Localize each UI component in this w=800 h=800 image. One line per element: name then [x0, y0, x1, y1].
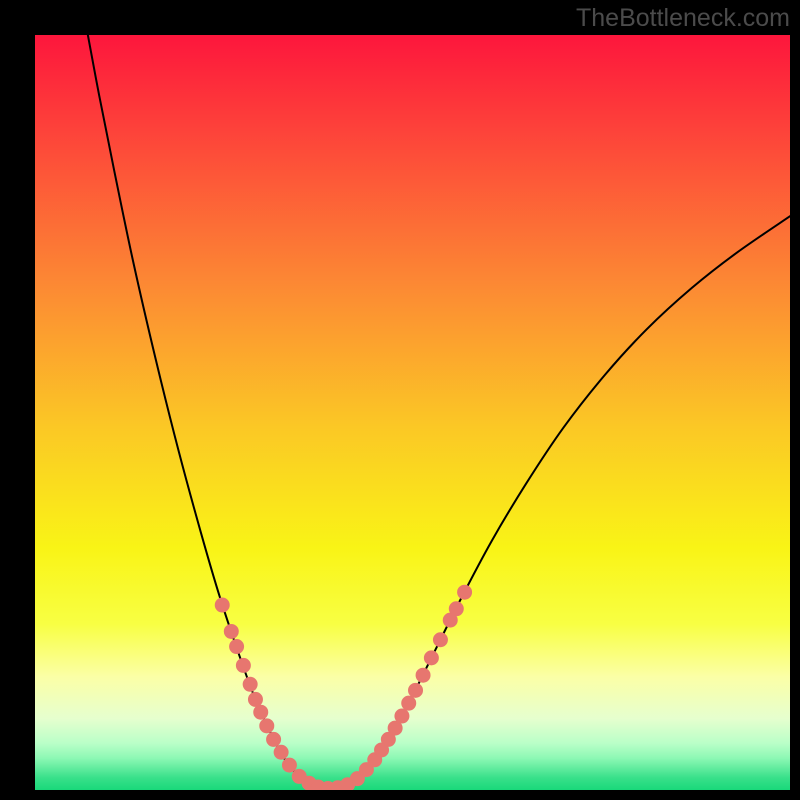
data-marker	[424, 651, 438, 665]
data-marker	[215, 598, 229, 612]
data-marker	[260, 719, 274, 733]
data-marker	[433, 633, 447, 647]
data-marker	[236, 658, 250, 672]
data-marker	[282, 758, 296, 772]
plot-area	[35, 35, 790, 790]
data-marker	[254, 705, 268, 719]
data-marker	[402, 696, 416, 710]
data-marker	[274, 745, 288, 759]
chart-frame: TheBottleneck.com	[0, 0, 800, 800]
data-marker	[230, 640, 244, 654]
data-marker	[449, 602, 463, 616]
data-marker	[224, 624, 238, 638]
data-marker	[416, 668, 430, 682]
data-marker	[458, 585, 472, 599]
data-marker	[409, 683, 423, 697]
data-marker	[243, 677, 257, 691]
data-marker	[395, 709, 409, 723]
data-marker	[248, 692, 262, 706]
chart-svg	[35, 35, 790, 790]
watermark-text: TheBottleneck.com	[576, 4, 790, 33]
gradient-background	[35, 35, 790, 790]
data-marker	[267, 732, 281, 746]
